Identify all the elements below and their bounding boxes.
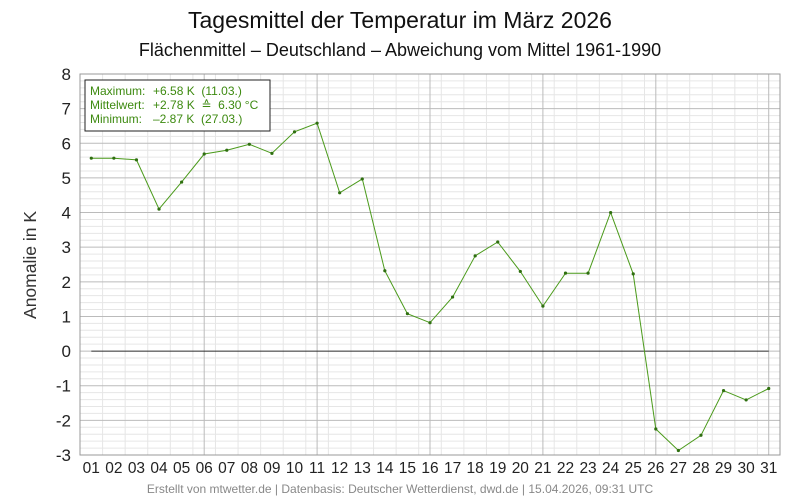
data-point (767, 386, 771, 391)
x-tick-label: 31 (760, 460, 777, 477)
x-tick-label: 22 (557, 460, 574, 477)
x-tick-label: 25 (625, 460, 642, 477)
data-point (631, 272, 635, 276)
data-point (428, 321, 432, 325)
y-tick-label: -3 (56, 446, 71, 465)
data-point (496, 240, 500, 244)
data-point (473, 254, 477, 258)
plot-frame (79, 73, 781, 456)
data-point (541, 304, 545, 308)
x-tick-label: 01 (83, 460, 100, 477)
chart-subtitle: Flächenmittel – Deutschland – Abweichung… (139, 40, 661, 60)
data-point (676, 448, 680, 453)
data-point (609, 210, 613, 215)
x-tick-label: 07 (218, 460, 235, 477)
y-tick-label: 6 (62, 134, 71, 153)
x-tick-label: 05 (173, 460, 190, 477)
y-axis-label: Anomalie in K (20, 211, 40, 319)
x-tick-label: 03 (128, 460, 145, 477)
data-points (89, 121, 771, 453)
x-tick-label: 09 (263, 460, 280, 477)
stats-min-label: Minimum: (90, 112, 142, 126)
y-tick-label: -2 (56, 411, 71, 430)
x-tick-label: 12 (331, 460, 348, 477)
y-tick-label: -1 (56, 377, 71, 396)
stats-box-frame (84, 79, 271, 132)
data-point (134, 158, 139, 162)
stats-max-value: +6.58 K (11.03.) (153, 84, 242, 98)
chart-footer: Erstellt von mtwetter.de | Datenbasis: D… (147, 482, 654, 496)
data-point (315, 121, 319, 125)
y-tick-label: 2 (62, 273, 71, 292)
data-point (518, 269, 522, 274)
stats-mean-value: +2.78 K ≙ 6.30 °C (153, 98, 259, 112)
y-tick-labels: 8 7 6 5 4 3 2 1 0 -1 -2 -3 (56, 65, 71, 465)
data-point (383, 269, 387, 273)
x-tick-label: 26 (647, 460, 664, 477)
data-point (721, 388, 726, 393)
data-point (89, 156, 93, 160)
x-tick-label: 08 (241, 460, 258, 477)
y-tick-label: 5 (62, 169, 71, 188)
x-tick-label: 23 (579, 460, 596, 477)
y-tick-label: 7 (62, 100, 71, 119)
data-point (225, 148, 229, 152)
stats-max-label: Maximum: (90, 84, 145, 98)
chart-title: Tagesmittel der Temperatur im März 2026 (188, 7, 612, 33)
data-point (180, 180, 184, 184)
data-point (202, 152, 206, 156)
data-point (292, 130, 297, 134)
data-point (338, 191, 342, 195)
x-tick-label: 15 (399, 460, 416, 477)
x-tick-label: 02 (105, 460, 122, 477)
data-point (157, 207, 161, 211)
y-tick-label: 0 (62, 342, 71, 361)
stats-box: Maximum: +6.58 K (11.03.) Mittelwert: +2… (84, 79, 271, 132)
x-tick-label: 04 (150, 460, 168, 477)
x-tick-label: 17 (444, 460, 461, 477)
x-tick-label: 27 (670, 460, 687, 477)
x-tick-label: 19 (489, 460, 506, 477)
x-tick-label: 28 (692, 460, 709, 477)
grid (80, 74, 780, 455)
x-tick-label: 18 (467, 460, 484, 477)
data-point (247, 142, 251, 146)
data-point (405, 312, 410, 316)
y-tick-label: 8 (62, 65, 71, 84)
data-point (586, 271, 590, 275)
x-tick-label: 06 (196, 460, 213, 477)
x-tick-label: 29 (715, 460, 732, 477)
x-tick-label: 11 (309, 460, 325, 477)
data-point (112, 156, 116, 160)
data-point (563, 271, 568, 275)
data-point (699, 433, 703, 437)
y-tick-label: 4 (62, 204, 71, 223)
x-tick-label: 16 (421, 460, 438, 477)
x-tick-label: 24 (602, 460, 620, 477)
data-point (654, 427, 658, 431)
stats-min-value: –2.87 K (27.03.) (153, 112, 242, 126)
x-tick-labels: 01 02 03 04 05 06 07 08 09 10 11 12 13 14 15 16 17 18 19 20… (83, 460, 778, 477)
x-tick-label: 10 (286, 460, 304, 477)
stats-mean-label: Mittelwert: (90, 98, 145, 112)
y-tick-label: 3 (62, 238, 71, 257)
x-tick-label: 20 (512, 460, 530, 477)
x-tick-label: 21 (534, 460, 551, 477)
x-tick-label: 14 (376, 460, 394, 477)
data-point (450, 295, 455, 299)
data-point (744, 398, 748, 402)
x-tick-label: 13 (354, 460, 371, 477)
data-point (270, 151, 274, 155)
x-tick-label: 30 (738, 460, 756, 477)
data-point (360, 177, 364, 181)
y-tick-label: 1 (62, 307, 71, 326)
